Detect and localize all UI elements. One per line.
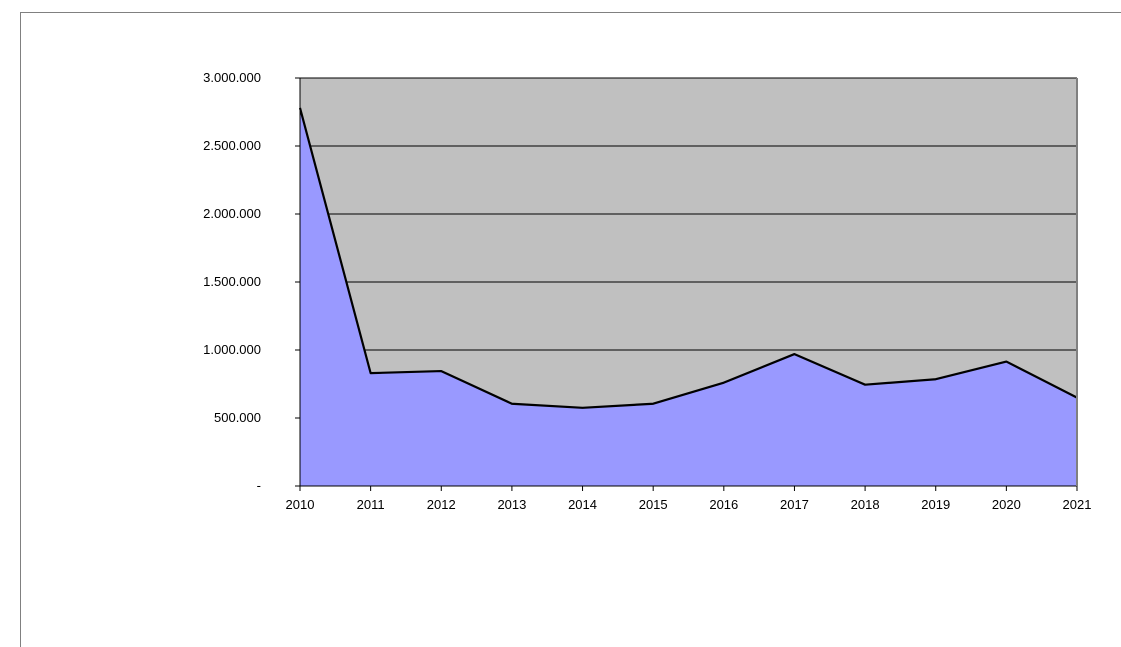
grid-lines <box>300 77 1077 419</box>
x-tick-label: 2016 <box>709 497 738 512</box>
x-tick-label: 2012 <box>427 497 456 512</box>
y-tick-label: 1.500.000 <box>203 274 261 289</box>
y-axis-ticks: - 500.000 1.000.000 1.500.000 2.000.000 2.500… <box>203 70 300 493</box>
x-tick-label: 2017 <box>780 497 809 512</box>
x-axis-ticks: 2010 2011 2012 2013 2014 2015 2016 2017 2018 2019… <box>286 486 1092 512</box>
x-tick-label: 2021 <box>1063 497 1092 512</box>
x-tick-label: 2019 <box>921 497 950 512</box>
y-tick-label: 2.000.000 <box>203 206 261 221</box>
x-tick-label: 2013 <box>497 497 526 512</box>
y-tick-label: 3.000.000 <box>203 70 261 85</box>
x-tick-label: 2011 <box>357 497 385 512</box>
y-tick-label: 1.000.000 <box>203 342 261 357</box>
y-tick-label: 500.000 <box>214 410 261 425</box>
x-tick-label: 2018 <box>851 497 880 512</box>
y-tick-label: 2.500.000 <box>203 138 261 153</box>
y-tick-label: - <box>257 478 261 493</box>
x-tick-label: 2015 <box>639 497 668 512</box>
x-tick-label: 2020 <box>992 497 1021 512</box>
x-tick-label: 2010 <box>286 497 315 512</box>
area-series-line <box>298 107 1078 409</box>
x-tick-label: 2014 <box>568 497 597 512</box>
area-series-fill <box>300 107 1077 487</box>
